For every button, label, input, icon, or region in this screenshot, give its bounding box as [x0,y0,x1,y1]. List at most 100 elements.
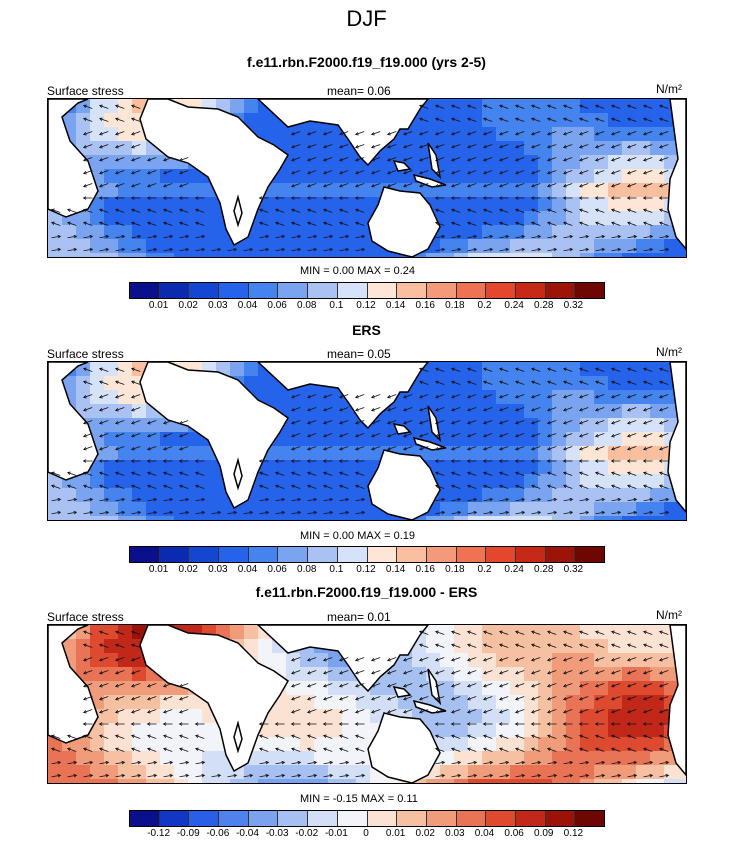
field-cell [356,225,371,240]
field-cell [174,723,189,738]
field-cell [454,225,469,240]
stress-vector [642,104,653,109]
field-cell [650,155,665,170]
field-cell [48,516,63,520]
field-cell [580,113,595,128]
field-cell [524,362,539,377]
field-cell [594,779,609,783]
field-cell [342,446,357,461]
stress-vector [450,367,461,372]
stress-vector [498,183,509,188]
stress-vector [467,773,478,778]
stress-vector [562,208,573,213]
field-cell [370,779,385,783]
stress-vector [658,196,669,200]
stress-vector [498,407,509,412]
field-cell [608,225,623,240]
stress-vector [418,367,429,372]
colorbar-swatch [397,547,427,562]
stress-vector [386,433,397,438]
stress-vector [354,170,365,175]
stress-vector [626,484,637,489]
stress-vector [546,407,557,412]
stress-vector [402,670,413,675]
field-cell [90,225,105,240]
field-cell [566,404,581,419]
stress-vector [130,484,141,489]
field-cell [104,99,119,114]
stress-vector [162,459,173,463]
stress-vector [594,683,605,688]
panel-3-variable-label: Surface stress [47,610,124,624]
field-cell [384,432,399,447]
field-cell [356,723,371,738]
stress-vector [610,170,621,175]
stress-vector [578,734,589,739]
colorbar-tick-label: 0.04 [237,564,258,575]
colorbar-swatch [575,547,604,562]
field-cell [636,376,651,391]
stress-vector [386,696,397,701]
field-cell [384,169,399,184]
field-cell [426,390,441,405]
stress-vector [98,131,109,136]
field-cell [524,723,539,738]
field-cell [566,127,581,142]
panel-2-mean: mean= 0.05 [327,347,391,361]
panel-1-mean: mean= 0.06 [327,84,391,98]
stress-vector [530,144,541,149]
stress-vector [386,394,397,399]
colorbar-tick-label: 0.08 [297,564,317,575]
stress-vector [274,196,285,200]
field-cell [188,488,203,503]
stress-vector [306,657,317,662]
field-cell [538,239,553,254]
panel-3-minmax: MIN = -0.15 MAX = 0.11 [300,793,418,805]
stress-vector [466,709,477,714]
field-cell [314,169,329,184]
stress-vector [114,471,125,476]
field-cell [650,516,665,520]
field-cell [258,474,273,489]
stress-vector [322,157,333,162]
stress-vector [130,657,141,662]
stress-vector [466,747,477,752]
field-cell [538,667,553,682]
field-cell [454,99,469,114]
field-cell [636,225,651,240]
stress-vector [515,760,526,765]
field-cell [146,474,161,489]
stress-vector [291,234,302,239]
field-cell [636,155,651,170]
stress-vector [611,497,622,502]
field-cell [664,502,679,517]
field-cell [384,779,399,783]
field-cell [160,488,175,503]
field-cell [146,488,161,503]
stress-vector [355,510,366,515]
stress-vector [546,446,557,451]
field-cell [300,488,315,503]
field-cell [454,488,469,503]
stress-vector [290,221,301,226]
stress-vector [146,696,157,701]
stress-vector [642,459,653,463]
stress-vector [338,183,349,188]
colorbar-tick-label: 0.06 [267,300,287,311]
field-cell [636,99,651,114]
stress-vector [146,221,157,226]
stress-vector [354,394,365,399]
stress-vector [195,497,206,502]
stress-vector [546,131,557,136]
stress-vector [50,471,61,476]
land-mass [412,436,447,451]
field-cell [370,516,385,520]
stress-vector [434,747,445,752]
field-cell [496,516,511,520]
land-mass [48,625,99,744]
field-cell [146,418,161,433]
field-cell [160,239,175,254]
stress-vector [51,760,62,765]
stress-vector [51,773,62,778]
field-cell [650,113,665,128]
